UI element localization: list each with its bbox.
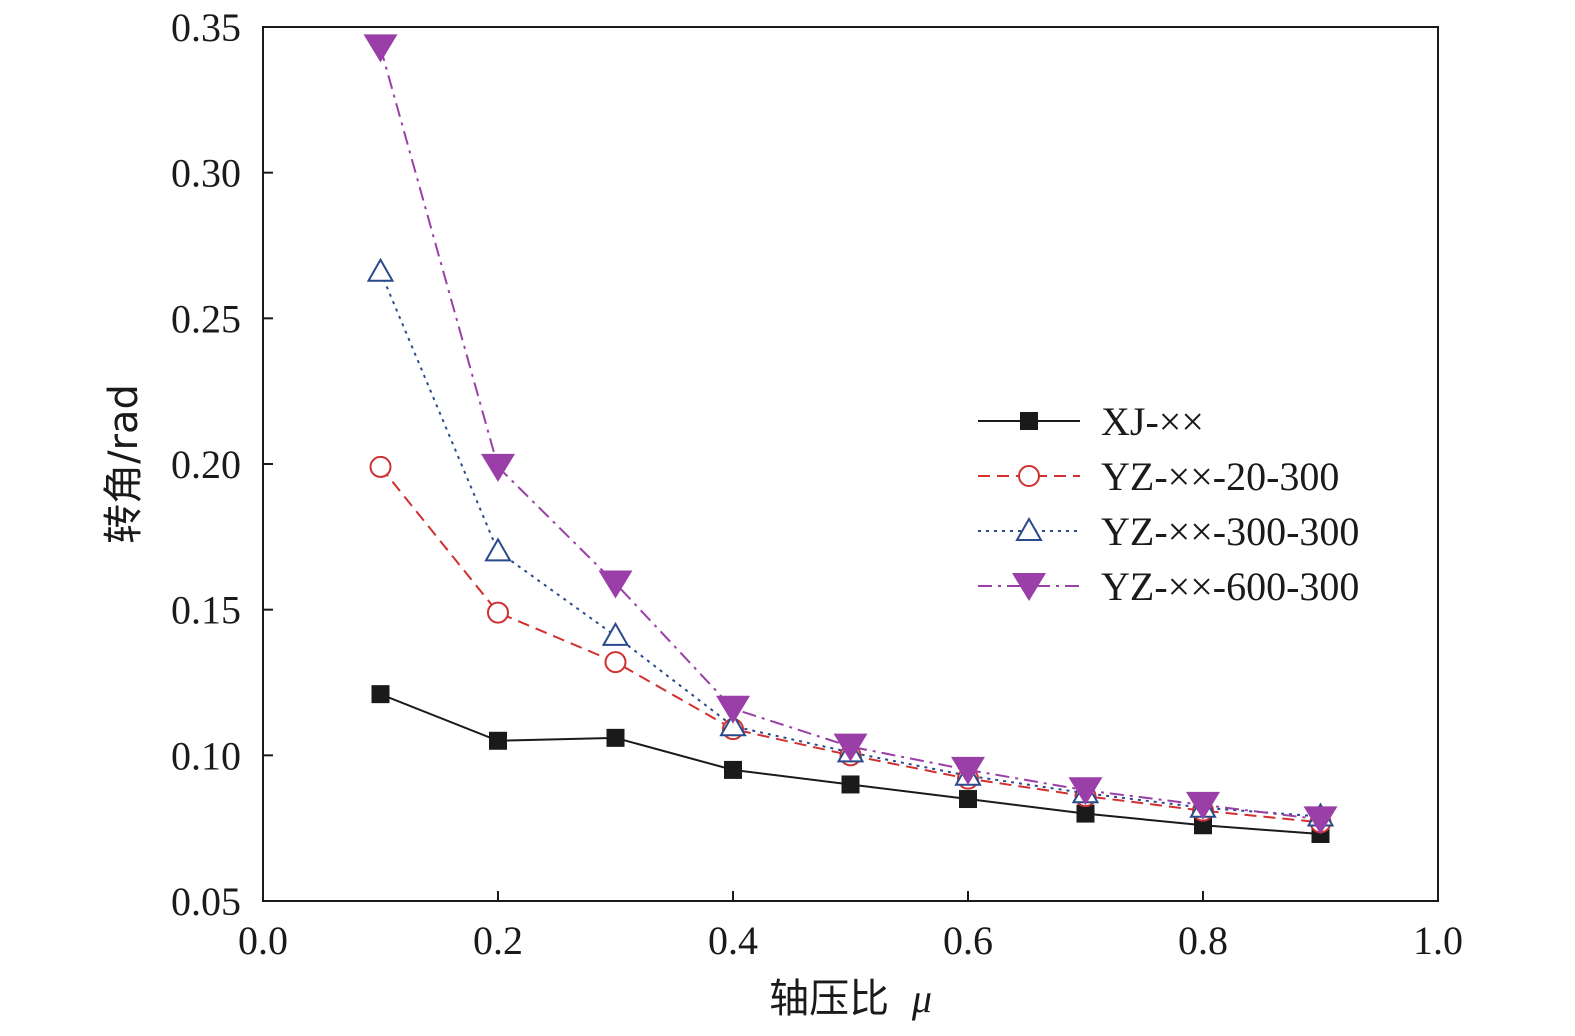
data-point [598, 570, 633, 599]
legend-marker [1018, 465, 1040, 487]
data-point [369, 455, 392, 478]
data-point [959, 790, 977, 809]
data-point [484, 537, 512, 562]
data-point [604, 651, 627, 674]
legend-entry-4: YZ-××-600-300 [978, 564, 1359, 609]
data-point [951, 756, 985, 785]
y-axis-title: 转角/rad [101, 384, 147, 544]
series-1 [371, 685, 1330, 843]
data-point [371, 685, 390, 704]
data-point [481, 453, 515, 482]
data-point [601, 621, 630, 646]
legend-entry-1: XJ-×× [978, 399, 1204, 444]
legend-label: YZ-××-300-300 [1101, 509, 1359, 554]
legend-marker [1012, 573, 1046, 601]
x-axis-title-text: 轴压比 [769, 976, 889, 1022]
x-tick-label: 0.2 [473, 918, 523, 963]
legend-marker [1020, 412, 1038, 430]
x-tick-label: 0.0 [238, 918, 288, 963]
data-point [833, 733, 868, 762]
y-axis: 0.05 0.10 0.15 0.20 0.25 0.30 0.35 [171, 5, 273, 924]
x-tick-label: 0.4 [708, 918, 758, 963]
y-tick-label: 0.10 [171, 733, 241, 778]
x-tick-label: 1.0 [1413, 918, 1463, 963]
data-point [841, 775, 860, 794]
data-point [487, 601, 509, 624]
data-point [1303, 806, 1338, 835]
x-tick-label: 0.8 [1178, 918, 1228, 963]
data-point [1068, 777, 1103, 806]
data-point [716, 695, 750, 724]
series-layer [363, 34, 1338, 843]
legend-entry-2: YZ-××-20-300 [978, 454, 1339, 499]
y-tick-label: 0.05 [171, 879, 241, 924]
series-line [379, 271, 1321, 818]
x-tick-label: 0.6 [943, 918, 993, 963]
data-point [724, 760, 742, 779]
data-point [606, 728, 625, 747]
legend-label: YZ-××-600-300 [1101, 564, 1359, 609]
x-axis-title-symbol: μ [911, 976, 932, 1021]
legend-label: YZ-××-20-300 [1101, 454, 1339, 499]
x-axis: 0.0 0.2 0.4 0.6 0.8 1.0 [238, 891, 1463, 963]
data-point [1194, 816, 1212, 835]
x-axis-title: 轴压比 μ [769, 976, 932, 1022]
y-tick-label: 0.25 [171, 296, 241, 341]
y-tick-label: 0.35 [171, 5, 241, 50]
data-point [489, 731, 507, 750]
y-tick-label: 0.20 [171, 442, 241, 487]
data-point [363, 34, 398, 63]
legend-entry-3: YZ-××-300-300 [978, 509, 1359, 554]
y-tick-label: 0.30 [171, 151, 241, 196]
series-4 [363, 34, 1338, 835]
data-point [1186, 791, 1220, 820]
legend-marker [1015, 516, 1043, 541]
data-point [1076, 804, 1095, 823]
data-point [719, 712, 747, 737]
data-point [366, 257, 395, 282]
legend: XJ-×× YZ-××-20-300 YZ-××-300-300 YZ-××-600-… [978, 399, 1359, 609]
legend-label: XJ-×× [1101, 399, 1204, 444]
y-tick-label: 0.15 [171, 588, 241, 633]
